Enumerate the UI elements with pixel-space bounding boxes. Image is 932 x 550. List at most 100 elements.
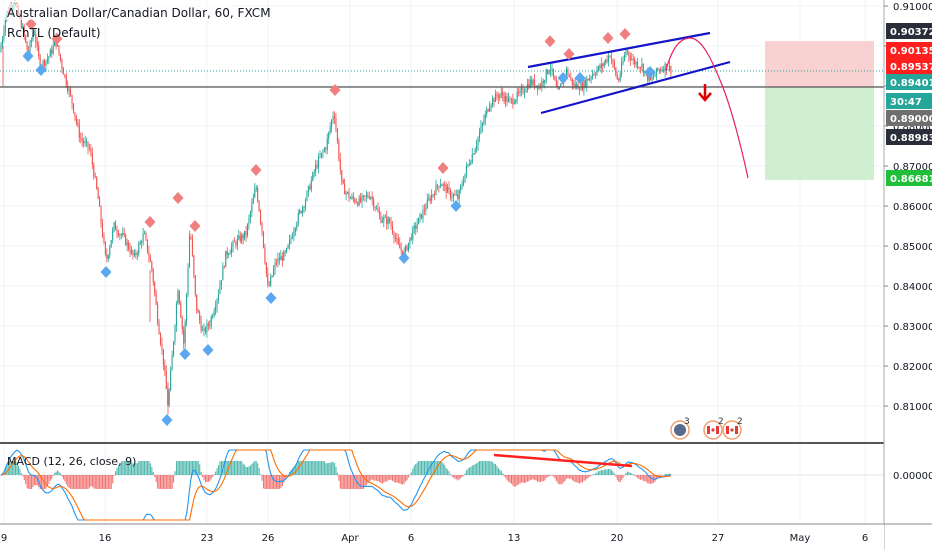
time-axis[interactable] <box>0 524 884 550</box>
swing-high-marker[interactable] <box>189 220 201 232</box>
macd-histogram-bar <box>42 475 44 489</box>
price-tag[interactable]: 0.88983 <box>886 129 932 145</box>
macd-histogram-bar <box>129 462 131 475</box>
macd-histogram-bar <box>149 463 151 475</box>
swing-low-marker[interactable] <box>35 64 47 76</box>
channel-upper-line[interactable] <box>527 31 711 69</box>
macd-histogram-bar <box>281 475 283 487</box>
swing-high-marker[interactable] <box>144 216 156 228</box>
candle <box>399 237 401 249</box>
target-zone[interactable] <box>765 87 874 180</box>
candle <box>526 78 528 94</box>
macd-histogram-bar <box>613 473 615 475</box>
candle <box>590 75 592 84</box>
candle <box>551 63 553 76</box>
swing-high-marker[interactable] <box>329 84 341 96</box>
swing-low-marker[interactable] <box>644 66 656 78</box>
macd-histogram-bar <box>332 461 334 475</box>
macd-histogram-bar <box>590 475 592 476</box>
macd-histogram-bar <box>545 475 547 478</box>
earnings-event-icon[interactable]: 3 <box>670 417 690 440</box>
indicator-label-rchtl[interactable]: RchTL (Default) <box>7 26 101 40</box>
swing-low-marker[interactable] <box>22 50 34 62</box>
macd-histogram-bar <box>631 473 633 475</box>
candle <box>486 106 488 118</box>
candle <box>83 137 85 148</box>
canada-flag-event-icon[interactable]: 2 <box>703 417 724 440</box>
swing-high-marker[interactable] <box>437 162 449 174</box>
swing-high-marker[interactable] <box>51 32 63 45</box>
price-tag[interactable]: 0.90135 <box>886 42 932 58</box>
signal-line[interactable] <box>0 449 671 521</box>
swing-high-marker[interactable] <box>25 18 37 30</box>
macd-histogram-bar <box>197 461 199 475</box>
macd-histogram-bar <box>445 468 447 475</box>
candle <box>325 146 327 154</box>
macd-histogram-bar <box>48 475 50 485</box>
symbol-title[interactable]: Australian Dollar/Canadian Dollar, 60, F… <box>7 6 271 20</box>
indicator-label-macd[interactable]: MACD (12, 26, close, 9) <box>7 455 136 468</box>
macd-histogram-bar <box>268 475 270 489</box>
price-tag[interactable]: 0.89537 <box>886 58 932 74</box>
swing-high-marker[interactable] <box>544 35 556 48</box>
swing-high-marker[interactable] <box>619 28 631 40</box>
candle <box>494 89 496 103</box>
macd-histogram-bar <box>615 475 617 477</box>
price-tag[interactable]: 0.89000 <box>886 110 932 126</box>
candle <box>413 222 415 234</box>
candle <box>364 195 366 203</box>
candle <box>204 326 206 335</box>
time-axis-labels: 9 16 23 26 Apr 6 13 20 27 May 6 <box>1 533 868 544</box>
swing-low-marker[interactable] <box>265 292 277 304</box>
candle <box>332 111 334 124</box>
price-tag[interactable]: 30:47 <box>886 93 932 109</box>
stop-zone[interactable] <box>765 41 874 87</box>
candle <box>326 133 328 155</box>
forecast-curve[interactable] <box>665 37 749 179</box>
macd-histogram-bar <box>534 475 536 480</box>
candle <box>191 234 193 257</box>
swing-low-marker[interactable] <box>398 252 410 264</box>
canada-flag-event-icon[interactable]: 2 <box>722 417 743 440</box>
macd-divergence-line[interactable] <box>493 453 633 468</box>
swing-low-marker[interactable] <box>100 266 112 278</box>
swing-low-marker[interactable] <box>161 414 173 426</box>
candle <box>148 245 150 263</box>
macd-histogram-bar <box>529 475 531 480</box>
swing-low-marker[interactable] <box>450 200 462 212</box>
macd-histogram-bar <box>83 475 85 489</box>
swing-low-marker[interactable] <box>557 72 569 84</box>
swing-low-marker[interactable] <box>202 344 214 356</box>
macd-histogram-bar <box>209 475 211 482</box>
price-tag[interactable]: 0.86681 <box>886 170 932 186</box>
candle <box>23 23 25 41</box>
swing-high-marker[interactable] <box>602 32 614 44</box>
price-axis[interactable] <box>884 0 932 550</box>
macd-histogram-bar <box>508 475 510 482</box>
candle <box>280 250 282 261</box>
macd-histogram-bar <box>394 475 396 483</box>
macd-histogram-bar <box>132 463 134 475</box>
swing-low-marker[interactable] <box>574 72 586 84</box>
macd-histogram-bar <box>142 461 144 475</box>
candle <box>207 321 209 331</box>
candle <box>158 318 160 335</box>
swing-low-marker[interactable] <box>179 348 191 360</box>
macd-histogram-bar <box>331 462 333 475</box>
candle <box>352 192 354 203</box>
candle <box>125 233 127 246</box>
price-tag[interactable]: 0.89401 <box>886 74 932 90</box>
swing-high-marker[interactable] <box>10 0 21 1</box>
macd-histogram-bar <box>441 461 443 475</box>
macd-histogram-bar <box>284 475 286 480</box>
swing-high-marker[interactable] <box>250 164 262 176</box>
price-tag[interactable]: 0.90372 <box>886 23 932 39</box>
swing-high-marker[interactable] <box>563 48 575 60</box>
channel-lower-line[interactable] <box>540 60 731 115</box>
candle <box>281 252 283 267</box>
swing-high-marker[interactable] <box>172 192 184 204</box>
candle <box>171 350 173 371</box>
macd-histogram-bar <box>128 461 130 475</box>
candle <box>441 183 443 187</box>
